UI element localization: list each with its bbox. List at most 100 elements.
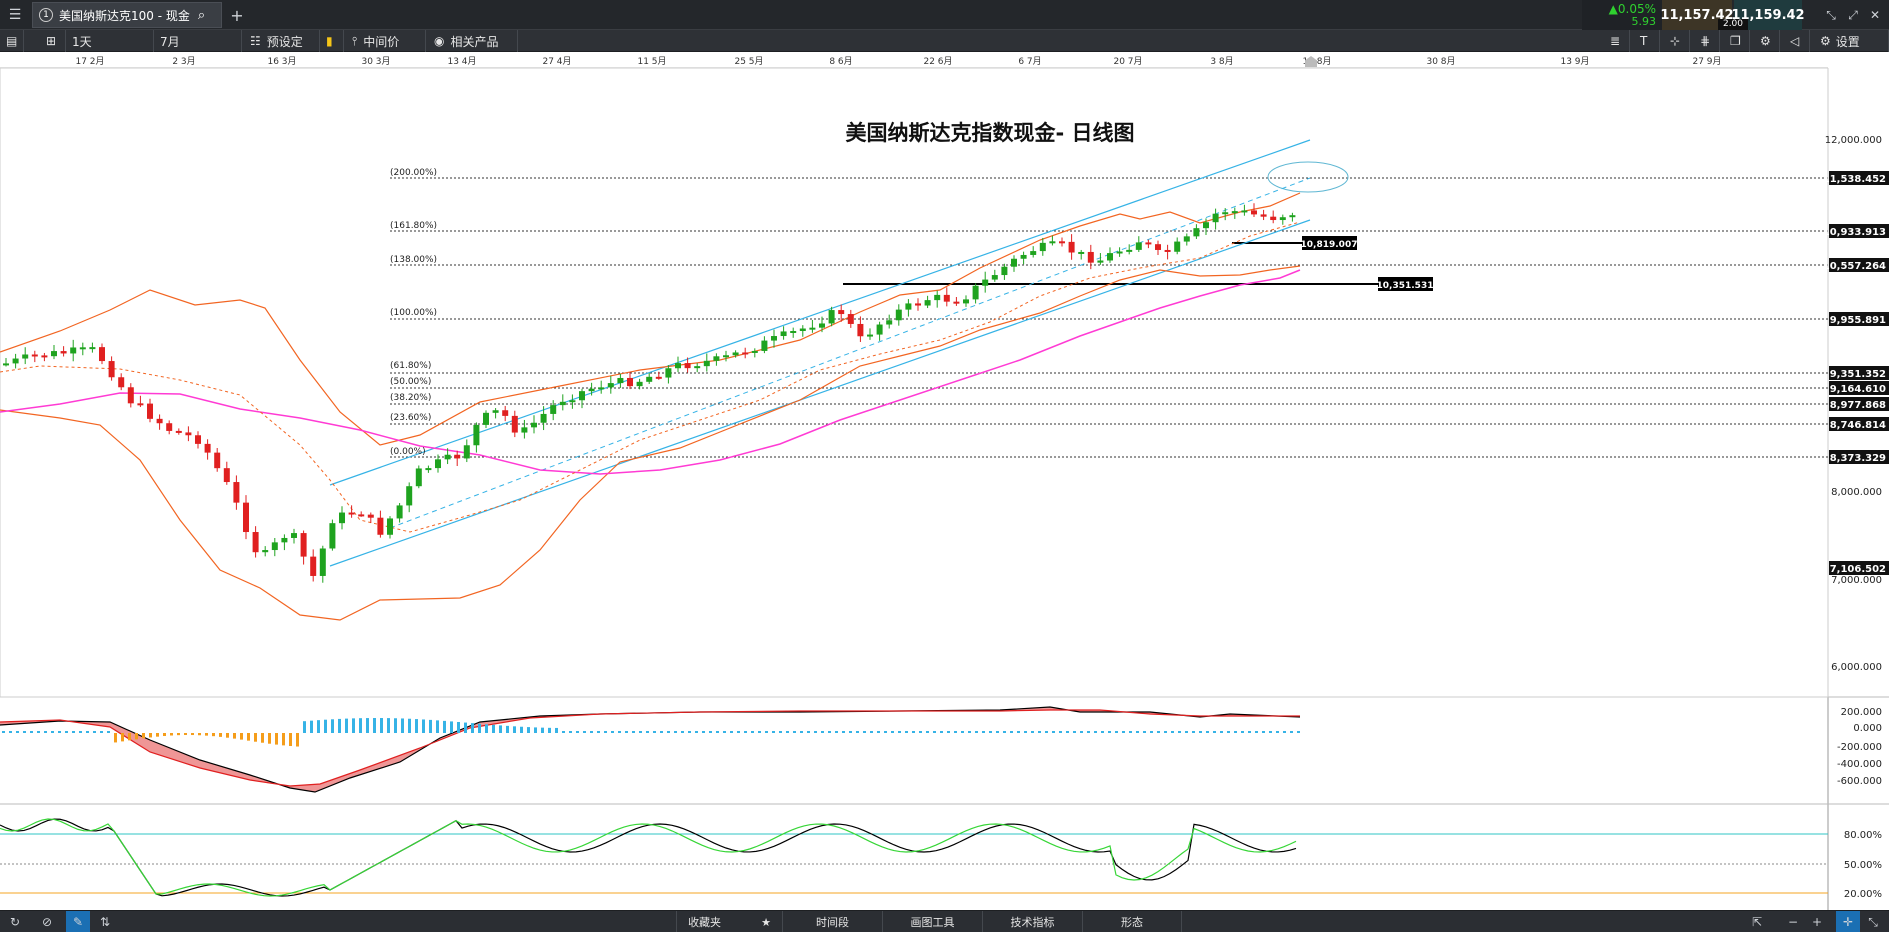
macd-histogram-bar	[387, 718, 390, 733]
macd-histogram-bar	[730, 731, 733, 733]
pencil-icon[interactable]: ✎	[66, 911, 90, 932]
time-axis-label: 11 5月	[637, 57, 667, 67]
macd-histogram-bar	[93, 731, 96, 733]
candle	[195, 435, 201, 444]
expand-icon[interactable]: ⤢	[1848, 7, 1858, 22]
collapse-icon[interactable]: ⤡	[1826, 7, 1836, 22]
time-marker-icon[interactable]	[1305, 56, 1317, 67]
block-icon[interactable]: ⊘	[41, 915, 53, 929]
text-size-icon[interactable]: T	[1634, 30, 1660, 52]
macd-histogram-bar	[1136, 731, 1139, 733]
top-bar: ☰ 1 美国纳斯达克100 - 现金 ⌕ + ▲0.05% 5.93 11,15…	[0, 0, 1889, 30]
sell-price[interactable]: 11,157.42	[1660, 0, 1734, 30]
macd-histogram-bar	[912, 731, 915, 733]
settings-label: 设置	[1835, 34, 1860, 49]
copy-icon[interactable]: ❐	[1724, 30, 1750, 52]
close-icon[interactable]: ✕	[1869, 8, 1881, 22]
settings-button[interactable]: ⚙ 设置	[1814, 30, 1889, 52]
macd-histogram-bar	[415, 719, 418, 733]
candle	[1279, 217, 1286, 221]
candle	[252, 532, 259, 553]
macd-histogram-bar	[429, 719, 432, 733]
align-icon[interactable]: ≣	[1604, 30, 1630, 52]
macd-histogram-bar	[1017, 731, 1020, 733]
macd-histogram-bar	[975, 731, 978, 733]
candle	[1145, 242, 1152, 245]
add-tab-icon[interactable]: +	[230, 5, 244, 25]
stoch-d-line	[0, 818, 1297, 897]
macd-histogram-bar	[1192, 731, 1195, 733]
macd-axis-label: -200.000	[1837, 742, 1882, 753]
price-chart[interactable]: 美国纳斯达克指数现金- 日线图 12,000.000 8,000.000 7,000.…	[0, 68, 1889, 910]
drawing-tools-tab[interactable]: 画图工具	[882, 911, 982, 932]
macd-histogram-bar	[800, 731, 803, 733]
candle	[1030, 251, 1037, 255]
macd-histogram-bar	[9, 731, 12, 733]
macd-histogram-bar	[359, 718, 362, 733]
list-icon[interactable]: ▤	[0, 30, 24, 52]
resize-icon[interactable]: ⤡	[1868, 914, 1878, 929]
crosshair-icon[interactable]: ⊹	[1664, 30, 1690, 52]
refresh-icon[interactable]: ↻	[9, 915, 21, 929]
gear-small-icon[interactable]: ⚙	[1754, 30, 1780, 52]
search-icon[interactable]: ⌕	[197, 7, 206, 23]
macd-histogram-bar	[576, 731, 579, 733]
price-level-label: 9,955.891	[1830, 315, 1886, 326]
macd-histogram-bar	[590, 731, 593, 733]
fib-icon[interactable]: ⋕	[1694, 30, 1720, 52]
price-level-tag	[1829, 381, 1889, 395]
related-products-button[interactable]: ◉ 相关产品	[428, 30, 518, 52]
macd-histogram-bar	[1227, 731, 1230, 733]
macd-histogram-bar	[499, 725, 502, 733]
candle	[204, 443, 211, 453]
candle	[31, 354, 38, 357]
time-axis: 17 2月 2 3月 16 3月 30 3月 13 4月 27 4月 11 5月 25 5月 8…	[0, 52, 1828, 68]
candle	[99, 347, 105, 362]
mid-price-button[interactable]: ⫯ 中间价	[346, 30, 426, 52]
change-pct: ▲0.05%	[1608, 2, 1656, 16]
eye-icon: ◉	[434, 34, 445, 48]
patterns-tab[interactable]: 形态	[1082, 911, 1182, 932]
timeframe-tab[interactable]: 时间段	[782, 911, 882, 932]
candle	[127, 387, 134, 404]
macd-histogram-bar	[58, 731, 61, 733]
candle	[780, 331, 787, 337]
macd-histogram-bar	[569, 731, 572, 733]
tag-icon[interactable]: ◁	[1784, 30, 1810, 52]
preset-label: 预设定	[266, 34, 303, 49]
candle	[799, 328, 806, 332]
candle	[684, 363, 691, 369]
preset-button[interactable]: ☷ 预设定	[244, 30, 320, 52]
favorites-tab[interactable]: 收藏夹 ★	[676, 911, 782, 932]
price-axis-label: 6,000.000	[1831, 662, 1882, 673]
candle	[1289, 215, 1296, 218]
time-axis-label: 27 4月	[542, 57, 572, 67]
macd-histogram-bar	[1024, 731, 1027, 733]
candle	[463, 445, 470, 459]
macd-histogram-bar	[849, 731, 852, 733]
macd-histogram-bar	[450, 721, 453, 733]
candle	[415, 468, 422, 487]
menu-icon[interactable]: ☰	[8, 7, 22, 23]
macd-histogram-bar	[1269, 731, 1272, 733]
export-icon[interactable]: ⇱	[1751, 915, 1763, 929]
zoom-in-icon[interactable]: +	[1811, 915, 1823, 929]
interval-select[interactable]: 1天	[66, 30, 154, 52]
bollinger-lower	[0, 265, 1301, 621]
range-select[interactable]: 7月	[154, 30, 242, 52]
macd-histogram-bar	[443, 720, 446, 733]
macd-histogram-bar	[1206, 731, 1209, 733]
candle	[1011, 258, 1017, 267]
candle-type-icon[interactable]: ▮	[320, 30, 344, 52]
candle	[214, 452, 221, 469]
layout-icon[interactable]: ⊞	[40, 30, 66, 52]
instrument-tab[interactable]: 1 美国纳斯达克100 - 现金 ⌕	[32, 2, 222, 28]
macd-histogram-bar	[198, 733, 201, 736]
candle	[675, 363, 681, 369]
sort-icon[interactable]: ⇅	[99, 915, 111, 929]
candle	[348, 512, 355, 515]
zoom-out-icon[interactable]: −	[1787, 915, 1799, 929]
macd-histogram-bar	[835, 731, 838, 733]
indicators-tab[interactable]: 技术指标	[982, 911, 1082, 932]
crosshair-mode-icon[interactable]: ✛	[1836, 911, 1860, 932]
